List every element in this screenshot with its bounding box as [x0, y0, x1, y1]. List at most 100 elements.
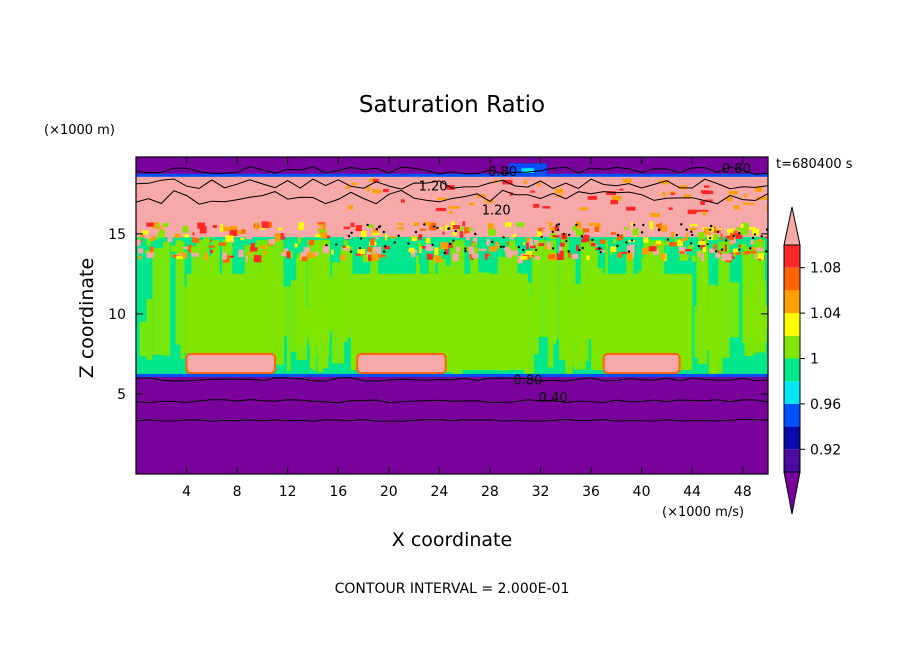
plot-area: 0.80 0.801.201.200.800.40: [136, 157, 775, 474]
speckle-54: [269, 222, 272, 228]
streak-18: [537, 183, 540, 187]
region-3: [136, 376, 768, 474]
speckle-234: [412, 253, 416, 257]
speckle-312: [378, 255, 385, 258]
contour-dot-15: [581, 235, 583, 237]
streak-29: [671, 193, 675, 195]
speckle-221: [323, 246, 330, 254]
speckle-309: [542, 229, 546, 235]
time-label: t=680400 s: [776, 157, 853, 172]
speckle-192: [548, 255, 555, 259]
speckle-256: [660, 222, 662, 225]
speckle-341: [758, 239, 762, 242]
speckle-317: [191, 246, 197, 253]
speckle-284: [388, 226, 391, 231]
contour-dot-37: [685, 229, 687, 231]
speckle-169: [330, 222, 337, 226]
contour-dot-23: [522, 249, 524, 251]
speckle-273: [183, 226, 189, 233]
speckle-109: [238, 250, 243, 257]
speckle-366: [200, 226, 207, 233]
x-tick-label-8: 36: [582, 484, 600, 500]
speckle-116: [254, 255, 262, 262]
contour-dot-72: [749, 247, 751, 249]
contour-dot-14: [366, 224, 368, 226]
speckle-361: [633, 228, 638, 235]
contour-dot-40: [444, 252, 446, 254]
colorbar-label-3: 1.04: [810, 306, 841, 322]
contour-dot-56: [359, 247, 361, 249]
speckle-306: [698, 241, 706, 245]
speckle-344: [656, 241, 661, 244]
speckle-230: [643, 237, 648, 242]
contour-dot-70: [535, 249, 537, 251]
speckle-68: [725, 245, 727, 252]
speckle-113: [272, 225, 279, 227]
contour-dot-49: [598, 247, 600, 249]
speckle-281: [250, 247, 258, 251]
speckle-220: [507, 242, 509, 246]
streak-59: [766, 206, 771, 210]
speckle-121: [756, 248, 763, 252]
speckle-398: [242, 229, 246, 233]
speckle-301: [530, 246, 536, 249]
streak-5: [436, 208, 446, 211]
speckle-13: [692, 256, 696, 262]
speckle-38: [523, 242, 525, 245]
speckle-335: [457, 231, 460, 238]
contour-dot-2: [698, 245, 700, 247]
speckle-331: [701, 253, 704, 261]
speckle-247: [544, 246, 548, 249]
speckle-266: [203, 237, 210, 242]
speckle-316: [176, 256, 182, 259]
speckle-243: [344, 227, 350, 229]
contour-dot-38: [397, 235, 399, 237]
speckle-389: [685, 249, 692, 251]
speckle-33: [229, 229, 237, 236]
colorbar-bin-1: [784, 427, 800, 450]
contour-dot-77: [715, 250, 717, 252]
speckle-369: [370, 238, 374, 245]
speckle-380: [679, 251, 684, 254]
speckle-26: [669, 242, 677, 246]
speckle-395: [171, 245, 179, 251]
contour-dot-16: [567, 250, 569, 252]
contour-label-1: 0.80: [722, 162, 751, 177]
speckle-178: [733, 254, 736, 257]
contour-dot-20: [680, 223, 682, 225]
colorbar-bin-3: [784, 381, 800, 404]
contour-dot-79: [449, 243, 451, 245]
texture-green-153: [532, 244, 539, 354]
speckle-267: [213, 248, 217, 255]
speckle-248: [498, 223, 500, 229]
speckle-371: [529, 238, 533, 245]
texture-green-161: [574, 284, 586, 370]
speckle-358: [618, 252, 622, 258]
speckle-287: [269, 239, 275, 245]
streak-45: [729, 191, 738, 194]
speckle-229: [600, 227, 602, 230]
contour-dot-28: [335, 243, 337, 245]
contour-dot-36: [642, 224, 644, 226]
speckle-238: [624, 227, 629, 229]
speckle-195: [739, 244, 741, 247]
contour-dot-1: [658, 229, 660, 231]
contour-dot-32: [761, 235, 763, 237]
contour-dot-57: [350, 232, 352, 234]
contour-dot-50: [502, 245, 504, 247]
streak-35: [663, 192, 666, 196]
speckle-106: [459, 231, 463, 238]
contour-dot-26: [384, 245, 386, 247]
contour-dot-61: [431, 244, 433, 246]
streak-33: [383, 189, 389, 192]
speckle-62: [510, 237, 515, 239]
speckle-215: [240, 238, 244, 240]
speckle-95: [621, 252, 627, 254]
contour-dot-66: [552, 231, 554, 233]
speckle-338: [583, 228, 590, 232]
texture-green-151: [746, 247, 756, 341]
colorbar-label-4: 1.08: [810, 261, 841, 277]
speckle-329: [631, 222, 633, 226]
speckle-277: [301, 252, 307, 256]
speckle-327: [472, 254, 479, 259]
